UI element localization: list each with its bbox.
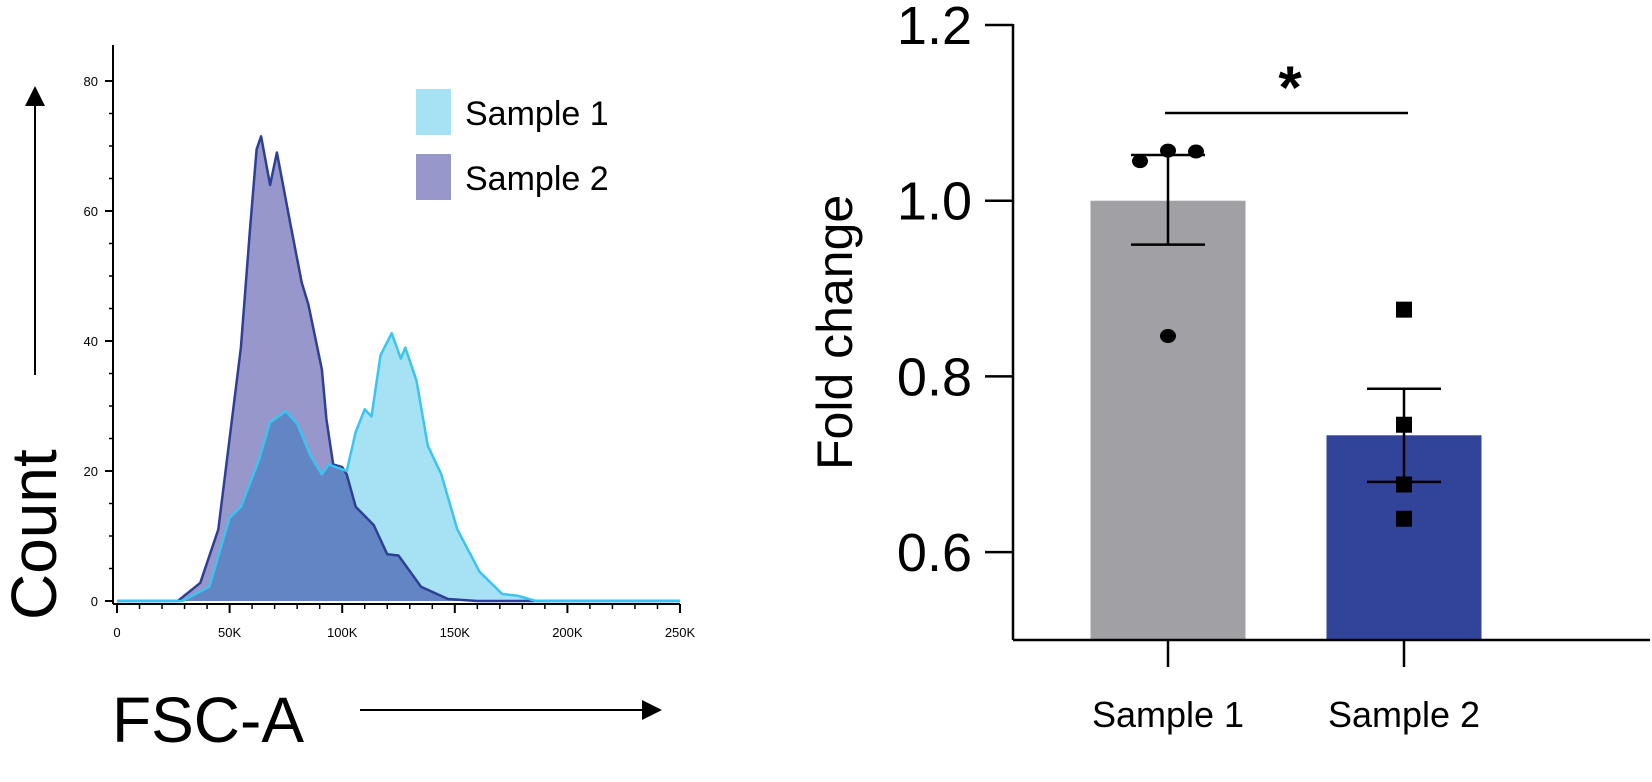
bar-1 [1090,200,1246,640]
legend-swatch-1 [416,89,451,135]
y-tick-label: 0.6 [897,523,972,583]
significance-label: * [1278,54,1302,121]
y-tick-label: 1.2 [897,0,972,56]
y-tick-label: 40 [84,334,98,349]
histogram-line-1 [117,331,680,603]
x-tick-label: Sample 1 [1092,694,1244,735]
x-tick-label: 50K [218,625,241,640]
data-point [1396,476,1412,493]
x-axis-title: FSC-A [112,684,304,756]
x-tick-label: Sample 2 [1328,694,1480,735]
x-tick-label: 100K [327,625,358,640]
legend-swatch-2 [416,154,451,200]
y-tick-label: 80 [84,74,98,89]
x-tick-label: 150K [440,625,471,640]
y-axis-title: Fold change [807,195,863,470]
data-point [1396,416,1412,433]
y-tick-label: 60 [84,204,98,219]
data-point [1396,510,1412,527]
x-tick-label: 200K [552,625,583,640]
histogram-panel: 0 20 40 60 80 0 50K 100K 150K 200K 250K Count FSC-A S… [0,45,696,756]
data-point [1132,154,1148,169]
y-tick-label: 0 [91,594,98,609]
y-tick-label: 0.8 [897,347,972,407]
data-point [1188,144,1204,159]
x-tick-label: 0 [113,625,120,640]
y-axis-title: Count [0,449,70,620]
data-point [1160,143,1176,158]
y-tick-label: 1.0 [897,172,972,232]
legend-label-1: Sample 1 [465,95,609,133]
y-tick-label: 20 [84,464,98,479]
data-point [1396,301,1412,318]
data-point [1160,329,1176,344]
histogram-line-2 [117,135,680,603]
x-tick-label: 250K [665,625,696,640]
histogram-area-1 [117,333,680,601]
bar-chart-panel: Sample 1 Sample 2 0.6 0.8 1.0 1.2 Fold change * [807,0,1650,735]
legend-label-2: Sample 2 [465,160,609,198]
